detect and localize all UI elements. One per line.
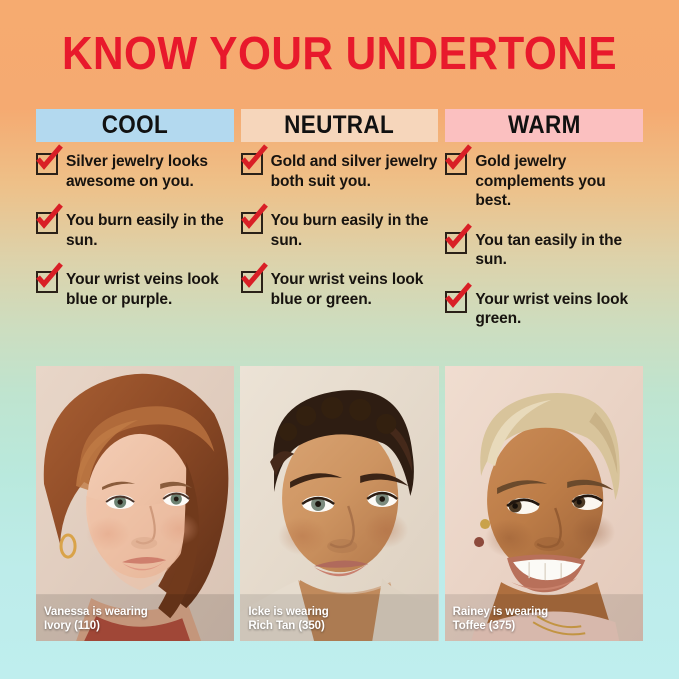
column-headers: COOL NEUTRAL WARM (36, 109, 644, 142)
photo-caption-warm-line1: Rainey is wearing (452, 605, 549, 618)
portrait-rainey (444, 366, 643, 641)
checklist-column-neutral: Gold and silver jewelry both suit you. Y… (240, 144, 439, 329)
photo-caption-warm-line2: Toffee (375) (452, 619, 516, 632)
list-item: Your wrist veins look blue or green. (240, 262, 439, 309)
photo-caption-cool-line1: Vanessa is wearing (44, 605, 148, 618)
list-item-label: Your wrist veins look green. (475, 290, 628, 328)
checkbox-checked-icon (445, 222, 473, 254)
model-photo-cool: Vanessa is wearing Ivory (110) (36, 366, 235, 641)
checkbox-checked-icon (240, 262, 268, 294)
list-item: Silver jewelry looks awesome on you. (36, 144, 234, 191)
checkbox-checked-icon (36, 144, 63, 175)
checklist-column-cool: Silver jewelry looks awesome on you. You… (36, 144, 234, 329)
column-header-neutral: NEUTRAL (240, 109, 439, 142)
page-title: KNOW YOUR UNDERTONE (61, 27, 618, 79)
checkbox-checked-icon (36, 262, 63, 294)
checkbox-checked-icon (36, 203, 63, 235)
checkbox-checked-icon (240, 144, 268, 175)
list-item-label: You burn easily in the sun. (66, 212, 224, 249)
model-photo-neutral: Icke is wearing Rich Tan (350) (240, 366, 439, 641)
photo-caption-cool-line2: Ivory (110) (44, 619, 100, 632)
list-item-label: Silver jewelry looks awesome on you. (66, 153, 208, 190)
checkbox-checked-icon (445, 144, 473, 175)
list-item-label: Your wrist veins look blue or purple. (66, 271, 219, 308)
list-item: You burn easily in the sun. (36, 203, 234, 250)
column-header-warm-label: WARM (507, 111, 581, 139)
photo-caption-neutral: Icke is wearing Rich Tan (350) (248, 605, 328, 633)
list-item: Your wrist veins look green. (445, 281, 643, 329)
list-item: Gold jewelry complements you best. (445, 144, 643, 211)
column-header-cool: COOL (36, 109, 234, 142)
photo-caption-cool: Vanessa is wearing Ivory (110) (44, 605, 148, 633)
portrait-vanessa (36, 366, 235, 641)
photo-caption-neutral-line2: Rich Tan (350) (248, 619, 325, 632)
list-item-label: Your wrist veins look blue or green. (270, 271, 424, 308)
list-item-label: Gold and silver jewelry both suit you. (270, 153, 438, 190)
checklist-columns: Silver jewelry looks awesome on you. You… (36, 144, 643, 329)
model-photos: Vanessa is wearing Ivory (110) (36, 366, 643, 641)
column-header-cool-label: COOL (101, 111, 169, 139)
photo-caption-neutral-line1: Icke is wearing (248, 605, 329, 618)
portrait-icke (240, 366, 439, 641)
list-item-label: You burn easily in the sun. (270, 212, 429, 249)
list-item: Gold and silver jewelry both suit you. (240, 144, 439, 191)
column-header-warm: WARM (445, 109, 644, 142)
checklist-column-warm: Gold jewelry complements you best. You t… (445, 144, 643, 329)
checkbox-checked-icon (240, 203, 268, 235)
checkbox-checked-icon (445, 281, 473, 313)
photo-caption-warm: Rainey is wearing Toffee (375) (452, 605, 549, 633)
model-photo-warm: Rainey is wearing Toffee (375) (444, 366, 643, 641)
list-item: You tan easily in the sun. (445, 222, 643, 270)
list-item-label: You tan easily in the sun. (475, 231, 622, 269)
column-header-neutral-label: NEUTRAL (284, 111, 395, 139)
list-item-label: Gold jewelry complements you best. (475, 153, 606, 210)
list-item: You burn easily in the sun. (240, 203, 439, 250)
list-item: Your wrist veins look blue or purple. (36, 262, 234, 309)
